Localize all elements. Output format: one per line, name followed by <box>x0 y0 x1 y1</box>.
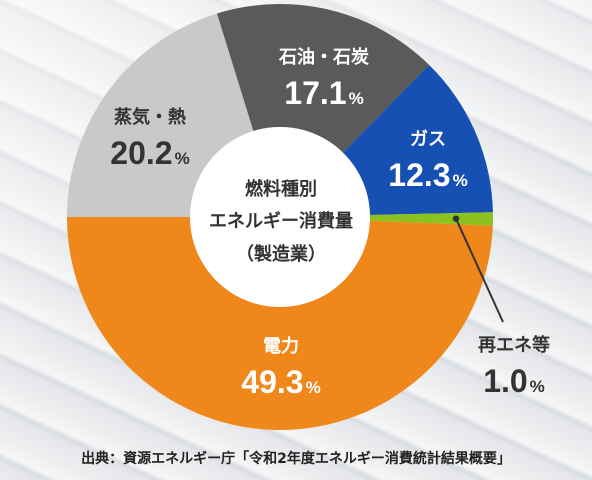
slice-value-unit: % <box>306 378 321 397</box>
pie-slice-steam-heat <box>67 13 254 218</box>
center-title-line-3: （製造業） <box>236 243 326 265</box>
slice-value-oil-coal: 17.1% <box>284 75 363 111</box>
slice-value-gas: 12.3% <box>388 157 467 193</box>
donut-slices <box>67 4 493 431</box>
slice-value-unit: % <box>175 149 190 168</box>
center-title-line-2: エネルギー消費量 <box>209 210 353 232</box>
slice-label-gas: ガス <box>410 129 446 150</box>
callouts <box>452 215 504 323</box>
slice-value-unit: % <box>530 377 545 396</box>
slice-value-unit: % <box>453 171 468 190</box>
slice-value-renewables: 1.0% <box>483 363 545 399</box>
slice-value-number: 49.3 <box>241 364 303 400</box>
slice-label-electricity: 電力 <box>263 336 299 357</box>
slice-value-unit: % <box>349 89 364 108</box>
slice-label-renewables: 再エネ等 <box>478 334 550 356</box>
slice-value-number: 17.1 <box>284 75 346 111</box>
center-title: 燃料種別 エネルギー消費量 （製造業） <box>209 178 353 265</box>
slice-value-number: 1.0 <box>483 363 527 399</box>
callout-dot <box>452 215 460 222</box>
slice-value-number: 20.2 <box>110 135 172 171</box>
pie-slice-electricity <box>67 217 493 431</box>
pie-slice-renewables <box>369 212 493 226</box>
callout-line <box>455 218 504 323</box>
slice-label-steam-heat: 蒸気・熱 <box>114 106 186 128</box>
source-note: 出典：資源エネルギー庁「令和2年度エネルギー消費統計結果概要」 <box>81 450 511 467</box>
slice-label-oil-coal: 石油・石炭 <box>278 46 369 68</box>
center-title-line-1: 燃料種別 <box>245 178 317 200</box>
donut-hole <box>190 127 370 307</box>
pie-slice-gas <box>342 64 493 216</box>
pie-slice-oil-coal <box>216 4 430 153</box>
slice-value-number: 12.3 <box>388 157 450 193</box>
slice-value-electricity: 49.3% <box>241 364 320 400</box>
slice-labels: 電力 49.3 % 蒸気・熱 20.2 % 石油・石炭 17.1 % ガス 12.3 % 再エネ等 1.0… <box>110 46 550 400</box>
slice-value-steam-heat: 20.2% <box>110 135 189 171</box>
